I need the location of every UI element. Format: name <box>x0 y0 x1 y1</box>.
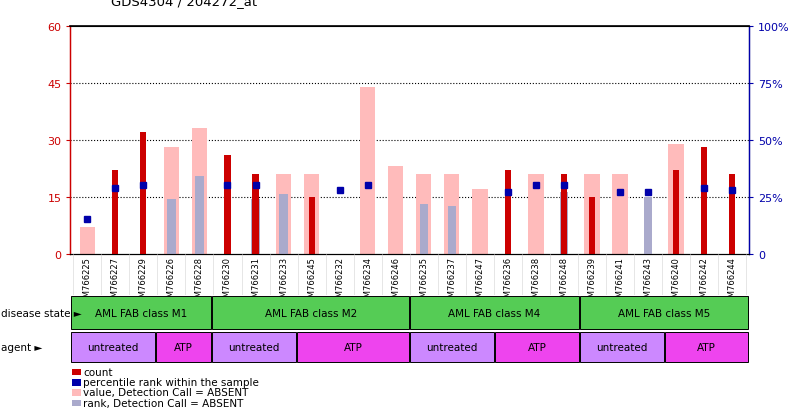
Text: GSM766243: GSM766243 <box>643 256 653 307</box>
Bar <box>444 174 460 254</box>
Text: GSM766240: GSM766240 <box>671 256 681 307</box>
Bar <box>410 297 579 329</box>
Text: GSM766230: GSM766230 <box>223 256 232 307</box>
Bar <box>191 129 207 254</box>
Bar <box>528 174 544 254</box>
Bar <box>71 332 155 362</box>
Bar <box>668 144 684 254</box>
Text: value, Detection Call = ABSENT: value, Detection Call = ABSENT <box>83 387 248 397</box>
Bar <box>304 174 320 254</box>
Text: GDS4304 / 204272_at: GDS4304 / 204272_at <box>111 0 256 8</box>
Bar <box>701 148 707 254</box>
Bar <box>360 88 376 254</box>
Bar <box>644 197 652 254</box>
Bar <box>112 171 119 254</box>
Bar <box>448 206 456 254</box>
Bar <box>71 297 211 329</box>
Bar <box>252 199 260 254</box>
Text: AML FAB class M4: AML FAB class M4 <box>449 308 541 318</box>
Text: GSM766226: GSM766226 <box>167 256 176 307</box>
Text: rank, Detection Call = ABSENT: rank, Detection Call = ABSENT <box>83 398 244 408</box>
Bar <box>388 167 404 254</box>
Text: percentile rank within the sample: percentile rank within the sample <box>83 377 260 387</box>
Text: GSM766237: GSM766237 <box>447 256 457 307</box>
Text: untreated: untreated <box>228 342 280 352</box>
Bar <box>276 174 292 254</box>
Text: disease state ►: disease state ► <box>1 308 82 318</box>
Bar <box>308 197 315 254</box>
Bar <box>167 199 175 254</box>
Bar <box>673 171 679 254</box>
Bar <box>163 148 179 254</box>
Text: GSM766236: GSM766236 <box>503 256 513 307</box>
Text: GSM766232: GSM766232 <box>335 256 344 307</box>
Bar <box>472 190 488 254</box>
Text: ATP: ATP <box>344 342 363 352</box>
Bar <box>280 195 288 254</box>
Text: AML FAB class M2: AML FAB class M2 <box>264 308 357 318</box>
Text: GSM766229: GSM766229 <box>139 256 148 307</box>
Bar <box>156 332 211 362</box>
Text: GSM766244: GSM766244 <box>727 256 737 307</box>
Bar <box>612 174 628 254</box>
Bar <box>297 332 409 362</box>
Text: AML FAB class M5: AML FAB class M5 <box>618 308 710 318</box>
Text: GSM766234: GSM766234 <box>363 256 372 307</box>
Bar <box>140 133 147 254</box>
Text: GSM766246: GSM766246 <box>391 256 400 307</box>
Bar <box>729 174 735 254</box>
Bar <box>580 332 663 362</box>
Bar <box>212 297 409 329</box>
Text: GSM766227: GSM766227 <box>111 256 120 307</box>
Text: untreated: untreated <box>596 342 647 352</box>
Bar <box>410 332 494 362</box>
Text: GSM766238: GSM766238 <box>531 256 541 307</box>
Bar <box>212 332 296 362</box>
Text: untreated: untreated <box>87 342 139 352</box>
Bar <box>584 174 600 254</box>
Text: ATP: ATP <box>174 342 193 352</box>
Bar <box>420 204 428 254</box>
Text: GSM766235: GSM766235 <box>419 256 429 307</box>
Bar <box>561 174 567 254</box>
Bar <box>589 197 595 254</box>
Bar <box>495 332 579 362</box>
Bar <box>505 171 511 254</box>
Bar <box>560 192 568 254</box>
Bar <box>79 228 95 254</box>
Text: GSM766228: GSM766228 <box>195 256 204 307</box>
Text: GSM766225: GSM766225 <box>83 256 92 307</box>
Text: GSM766231: GSM766231 <box>251 256 260 307</box>
Text: GSM766241: GSM766241 <box>615 256 625 307</box>
Text: ATP: ATP <box>697 342 716 352</box>
Bar <box>252 174 259 254</box>
Bar <box>224 156 231 254</box>
Text: GSM766233: GSM766233 <box>279 256 288 307</box>
Bar <box>665 332 748 362</box>
Text: untreated: untreated <box>426 342 478 352</box>
Text: GSM766242: GSM766242 <box>699 256 709 307</box>
Bar <box>580 297 748 329</box>
Text: GSM766248: GSM766248 <box>559 256 569 307</box>
Text: ATP: ATP <box>528 342 546 352</box>
Text: GSM766239: GSM766239 <box>587 256 597 307</box>
Text: GSM766247: GSM766247 <box>475 256 485 307</box>
Text: agent ►: agent ► <box>1 342 42 352</box>
Bar <box>195 177 203 254</box>
Bar <box>416 174 432 254</box>
Text: count: count <box>83 367 113 377</box>
Text: GSM766245: GSM766245 <box>307 256 316 307</box>
Text: AML FAB class M1: AML FAB class M1 <box>95 308 187 318</box>
